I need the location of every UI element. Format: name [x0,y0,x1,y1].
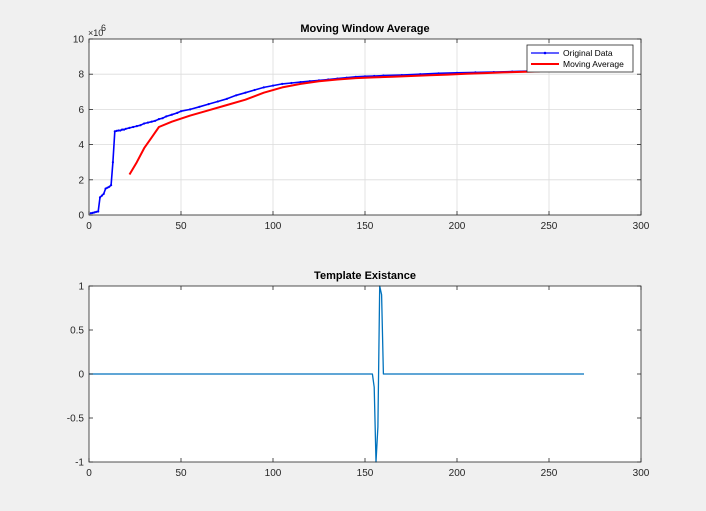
original-data-point [225,97,229,100]
x-tick-label: 0 [86,468,92,479]
x-tick-label: 300 [633,221,650,232]
y-tick-label: 4 [78,140,84,151]
original-data-point [98,196,102,199]
x-tick-label: 100 [265,221,282,232]
original-data-point [121,128,124,131]
original-data-point [108,185,111,188]
original-data-point [281,82,284,85]
original-data-point [253,88,256,92]
original-data-point [91,211,94,214]
y-multiplier-label: ×10 [88,28,103,38]
original-data-point [216,100,219,103]
original-data-point [119,129,122,132]
x-tick-label: 150 [357,221,374,232]
original-data-point [150,120,153,123]
original-data-point [176,111,179,114]
original-data-point [124,127,127,130]
original-data-point [207,103,210,106]
original-data-point [179,110,183,113]
original-data-point [115,129,118,132]
legend-entry: Original Data [563,48,613,58]
original-data-point [437,72,440,75]
original-data-point [104,187,107,190]
original-data-point [299,81,302,84]
template-series-line [89,285,584,463]
original-data-point [165,115,168,118]
x-tick-label: 300 [633,468,650,479]
original-data-point [189,108,192,111]
x-tick-label: 50 [175,221,187,232]
y-multiplier-exponent: 6 [101,23,106,33]
original-data-point [113,130,116,133]
original-data-point [146,121,149,124]
moving-window-average-plot: 0 50 100 150 200 250 300 0 2 4 6 8 10 Moving Window A… [73,23,650,232]
original-data-point [271,84,275,87]
chart-title: Moving Window Average [300,23,429,35]
x-tick-label: 150 [357,468,374,479]
original-data-point [106,186,109,189]
chart-title: Template Existance [314,270,416,282]
y-tick-label: -1 [75,458,84,469]
original-data-point [290,81,293,85]
original-data-point [110,184,113,187]
legend-box [526,44,634,73]
original-data-point [170,113,173,116]
x-tick-label: 250 [541,221,558,232]
original-data-point [135,125,138,128]
x-tick-label: 200 [449,468,466,479]
original-data-point [102,192,105,195]
original-data-point [143,122,146,125]
y-tick-label: 0.5 [70,326,84,337]
legend-marker [543,51,547,55]
original-data-point [111,161,114,164]
original-data-point [128,126,131,129]
original-data-point [262,86,265,89]
y-tick-label: 10 [73,35,85,46]
original-data-point [89,212,92,215]
y-tick-label: 0 [78,370,84,381]
x-tick-label: 200 [449,221,466,232]
original-data-point [132,125,135,129]
y-tick-label: 2 [78,175,84,186]
x-tick-label: 100 [265,468,282,479]
original-data-point [244,91,247,94]
moving-average-series-line [128,70,540,176]
y-tick-label: 6 [78,105,84,116]
original-data-point [97,210,100,213]
original-data-point [154,119,157,122]
y-tick-label: -0.5 [67,414,85,425]
original-data-point [117,129,120,132]
original-data-point [139,124,142,127]
y-tick-label: 8 [78,70,84,81]
x-tick-label: 250 [541,468,558,479]
x-tick-label: 50 [175,468,187,479]
original-data-point [235,94,238,97]
x-tick-label: 0 [86,221,92,232]
original-data-point [95,210,98,213]
y-tick-label: 0 [78,211,84,222]
original-data-point [157,118,160,121]
original-data-point [122,128,126,131]
legend-entry: Moving Average [563,59,624,69]
original-data-point [198,105,201,108]
original-data-point [161,117,164,120]
template-existance-plot: 0 50 100 150 200 250 300 -1 -0.5 0 0.5 1 Template Ex… [67,270,650,479]
y-tick-label: 1 [78,282,84,293]
original-data-point [93,211,96,214]
original-data-point [100,194,103,197]
